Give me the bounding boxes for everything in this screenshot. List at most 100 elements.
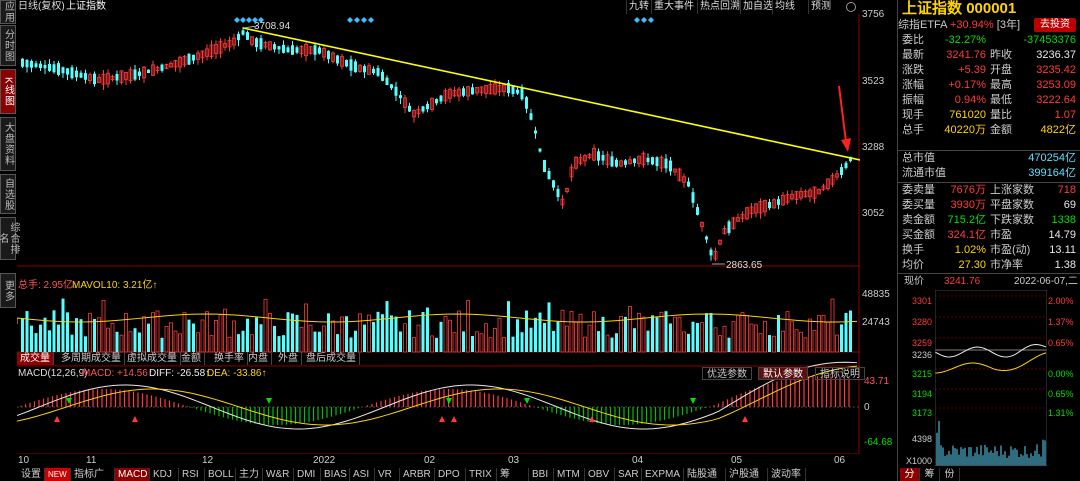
indicator-tab[interactable]: ARBR bbox=[400, 468, 435, 481]
event-marker-icon bbox=[354, 17, 360, 23]
volume-bar bbox=[507, 301, 510, 352]
indicator-tab[interactable]: ASI bbox=[350, 468, 375, 481]
mini-tab[interactable]: 份 bbox=[940, 468, 960, 481]
indicator-tab[interactable]: MACD bbox=[115, 468, 150, 481]
candle-body bbox=[354, 61, 357, 73]
candle-body bbox=[358, 64, 362, 72]
volume-bar bbox=[151, 312, 155, 353]
toolbar-item[interactable]: 均线 bbox=[772, 0, 797, 14]
volume-bar bbox=[578, 313, 583, 353]
quote-value: 718 bbox=[1057, 184, 1076, 196]
volume-tab[interactable]: 内盘 bbox=[245, 352, 272, 365]
quote-label: 下跌家数 bbox=[990, 214, 1034, 226]
sidebar-item[interactable]: 综合排名 bbox=[0, 217, 19, 260]
volume-bar bbox=[560, 309, 565, 353]
date-axis-label: 12 bbox=[202, 455, 214, 466]
indicator-tab[interactable]: EXPMA bbox=[642, 468, 684, 481]
indicator-tab[interactable]: BOLL bbox=[205, 468, 236, 481]
indicator-tab[interactable]: VR bbox=[375, 468, 400, 481]
candle-body bbox=[587, 154, 592, 158]
indicator-tab[interactable]: OBV bbox=[585, 468, 615, 481]
indicator-tab[interactable]: W&R bbox=[263, 468, 294, 481]
indicator-tab[interactable]: 沪股通 bbox=[726, 468, 768, 481]
volume-tab[interactable]: 虚拟成交量 bbox=[124, 352, 181, 365]
indicator-tab[interactable]: 筹DMA bbox=[497, 468, 529, 481]
volume-bar bbox=[354, 330, 357, 352]
volume-bar bbox=[718, 335, 722, 353]
candle-body bbox=[443, 90, 448, 102]
volume-tab[interactable]: 金额 bbox=[178, 352, 205, 365]
volume-bar bbox=[34, 333, 38, 352]
volume-tab[interactable]: 多周期成交量 bbox=[58, 352, 125, 365]
toolbar-item[interactable]: 九转 bbox=[626, 0, 651, 14]
volume-bar bbox=[768, 335, 771, 352]
sidebar-item[interactable]: 分时图 bbox=[0, 25, 16, 66]
indicator-tab[interactable]: DPO bbox=[435, 468, 466, 481]
volume-bar bbox=[295, 314, 299, 352]
indicator-tab[interactable]: RSI bbox=[179, 468, 205, 481]
candle-body bbox=[39, 63, 42, 69]
candle-body bbox=[840, 167, 843, 175]
toolbar-item[interactable]: 重大事件 bbox=[651, 0, 696, 14]
quote-value: 13.11 bbox=[1049, 244, 1076, 256]
event-marker-icon bbox=[648, 17, 654, 23]
candle-body bbox=[408, 105, 411, 112]
volume-total-legend: 总手: 2.95亿↓ bbox=[18, 280, 79, 291]
volume-tab[interactable]: 成交量 bbox=[17, 352, 54, 365]
quote-value: 3222.64 bbox=[1036, 94, 1076, 106]
candle-body bbox=[808, 189, 812, 198]
indicator-tab[interactable]: 陆股通 bbox=[684, 468, 726, 481]
mini-tab[interactable]: 筹 bbox=[920, 468, 940, 481]
event-marker-icon bbox=[634, 17, 640, 23]
candle-body bbox=[601, 154, 605, 161]
indicator-tab[interactable]: 主力 bbox=[236, 468, 263, 481]
indicator-tab[interactable]: TRIX bbox=[466, 468, 497, 481]
volume-bar bbox=[615, 333, 618, 352]
toolbar-item[interactable]: 加自选 bbox=[740, 0, 775, 14]
indicator-tab[interactable]: 指标广场 bbox=[71, 468, 115, 481]
sidebar-item[interactable]: 应用 bbox=[0, 0, 16, 24]
sidebar-item[interactable]: 更多 bbox=[0, 273, 16, 308]
toolbar-item[interactable]: 预测 bbox=[808, 0, 833, 14]
indicator-tab[interactable]: 设置 bbox=[18, 468, 45, 481]
volume-bar bbox=[727, 337, 731, 352]
volume-bar bbox=[246, 318, 249, 352]
arrow-head-icon bbox=[841, 138, 851, 152]
mini-tab[interactable]: 分 bbox=[900, 468, 920, 481]
candle-body bbox=[138, 71, 141, 76]
volume-bar bbox=[277, 336, 281, 352]
volume-tab[interactable]: 换手率 bbox=[211, 352, 248, 365]
date-axis-label: 2022 bbox=[313, 455, 336, 466]
intraday-mini-chart[interactable] bbox=[935, 290, 1047, 466]
macd-tab[interactable]: 指标说明 bbox=[815, 367, 865, 380]
volume-tab[interactable]: 外盘 bbox=[275, 352, 302, 365]
quote-row: 涨幅 +0.17% 最高 3253.09 bbox=[900, 78, 1080, 93]
sidebar-item[interactable]: 自选股 bbox=[0, 174, 16, 214]
invest-button[interactable]: 去投资 bbox=[1034, 18, 1076, 32]
macd-tab[interactable]: 优选参数 bbox=[702, 367, 752, 380]
macd-tab[interactable]: 默认参数 bbox=[758, 367, 808, 380]
volume-bar bbox=[93, 318, 96, 352]
volume-bar bbox=[367, 314, 371, 353]
candle-body bbox=[709, 249, 713, 256]
toolbar-item[interactable]: 热点回溯 bbox=[697, 0, 742, 14]
indicator-tab[interactable]: KDJ bbox=[150, 468, 179, 481]
event-marker-icon bbox=[641, 17, 647, 23]
price-axis-label: 3288 bbox=[862, 142, 885, 153]
indicator-tab[interactable]: MTM bbox=[554, 468, 585, 481]
kline-chart-area[interactable] bbox=[17, 14, 860, 454]
sidebar-item[interactable]: K线图 bbox=[0, 69, 16, 114]
candle-body bbox=[529, 113, 533, 120]
indicator-tab[interactable]: 波动率 bbox=[768, 468, 806, 481]
indicator-tab[interactable]: BBI bbox=[529, 468, 554, 481]
etf-row[interactable]: 综指ETFA +30.94% [3年] bbox=[898, 18, 1080, 33]
indicator-tab[interactable]: DMI bbox=[294, 468, 321, 481]
volume-tab[interactable]: 盘后成交量 bbox=[303, 352, 360, 365]
candle-body bbox=[705, 236, 708, 240]
candle-body bbox=[457, 88, 461, 97]
indicator-tab[interactable]: BIAS bbox=[321, 468, 350, 481]
indicator-tab[interactable]: SAR bbox=[615, 468, 642, 481]
toolbar-more-icon[interactable] bbox=[846, 2, 856, 12]
period-label[interactable]: 日线(复权) bbox=[18, 1, 65, 12]
sidebar-item[interactable]: 大盘资料 bbox=[0, 117, 16, 171]
